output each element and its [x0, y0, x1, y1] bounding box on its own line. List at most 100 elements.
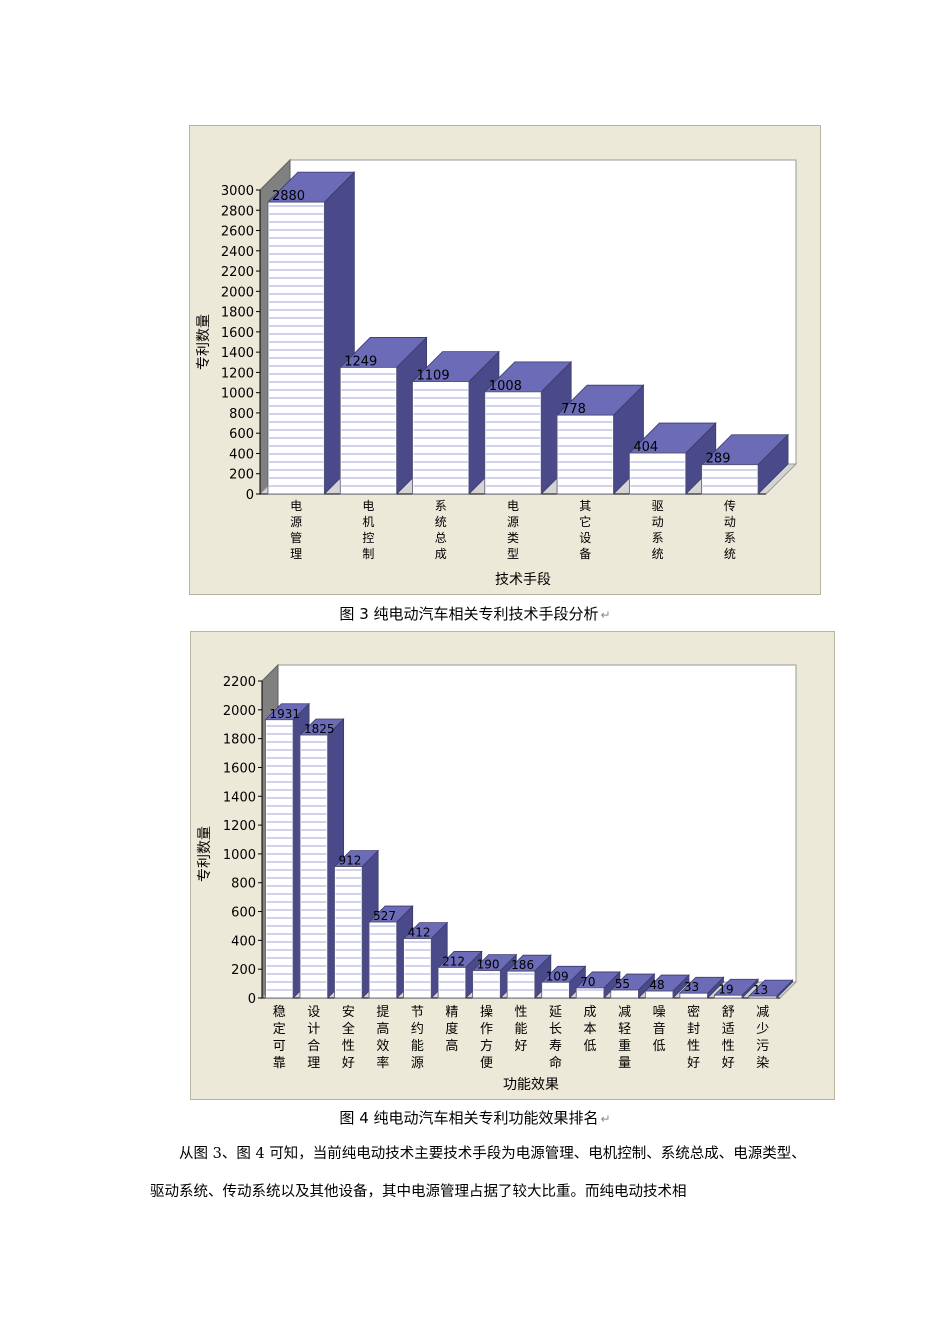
y-tick-label: 0: [246, 488, 254, 503]
return-mark: ↵: [600, 1112, 611, 1126]
y-tick-label: 0: [248, 992, 256, 1007]
x-tick-label: 动: [652, 515, 664, 529]
x-tick-label: 约: [411, 1022, 424, 1037]
bar: [644, 990, 674, 999]
bar: [556, 414, 614, 495]
y-tick-label: 1000: [221, 387, 254, 402]
bar: [506, 970, 536, 999]
y-tick-label: 200: [229, 468, 254, 483]
y-axis-title: 专利数量: [197, 826, 213, 882]
x-tick-label: 性: [514, 1005, 527, 1020]
x-tick-label: 密: [687, 1004, 700, 1020]
bar: [748, 995, 777, 999]
y-tick-label: 400: [231, 934, 256, 949]
bar: [437, 967, 467, 999]
x-tick-label: 低: [653, 1039, 666, 1054]
figure-4-chart-frame: 0 200 400 600 800 1000 1200 1400 1600 1800 2000 220…: [190, 631, 835, 1100]
x-tick-label: 精: [445, 1005, 458, 1020]
x-tick-label: 成: [584, 1005, 597, 1020]
x-tick-label: 总: [435, 531, 447, 545]
y-tick-label: 1400: [221, 346, 254, 361]
data-label: 186: [511, 958, 534, 972]
x-tick-label: 封: [687, 1022, 700, 1037]
data-label: 1825: [304, 722, 335, 736]
x-tick-label: 靠: [273, 1056, 286, 1071]
x-tick-label: 音: [653, 1021, 666, 1037]
x-tick-label: 噪: [653, 1005, 666, 1020]
bar: [472, 970, 501, 999]
bar: [628, 452, 687, 495]
x-tick-label: 统: [435, 515, 447, 529]
x-tick-label: 效: [376, 1039, 389, 1054]
y-tick-label: 600: [229, 427, 254, 442]
x-tick-label: 系: [652, 531, 664, 545]
x-tick-label: 性: [342, 1039, 355, 1054]
bar: [713, 994, 743, 999]
x-tick-label: 率: [376, 1055, 389, 1071]
x-tick-label: 其: [579, 499, 591, 513]
bar: [267, 201, 325, 495]
y-tick-label: 2000: [223, 704, 256, 719]
x-axis-title: 功能效果: [503, 1077, 559, 1093]
x-tick-label: 定: [273, 1022, 286, 1037]
data-label: 190: [477, 958, 500, 972]
data-label: 527: [373, 909, 396, 923]
y-tick-label: 2400: [221, 245, 254, 260]
x-tick-label: 电: [507, 499, 519, 513]
x-tick-label: 命: [549, 1055, 562, 1071]
x-tick-label: 重: [618, 1038, 631, 1054]
x-tick-label: 电: [362, 499, 374, 513]
x-tick-label: 备: [579, 547, 591, 561]
x-tick-label: 类: [507, 531, 519, 545]
return-mark: ↵: [600, 608, 611, 622]
x-tick-label: 可: [273, 1039, 286, 1054]
x-tick-label: 节: [411, 1005, 424, 1020]
bar: [339, 367, 398, 495]
data-label: 1008: [489, 379, 522, 394]
x-tick-label: 少: [756, 1022, 769, 1037]
y-tick-label: 2600: [221, 225, 254, 240]
x-tick-label: 本: [584, 1022, 597, 1037]
x-tick-label: 合: [307, 1039, 320, 1054]
x-tick-label: 理: [290, 547, 302, 561]
bar: [575, 987, 605, 999]
data-label: 778: [561, 402, 586, 417]
x-tick-label: 系: [724, 531, 736, 545]
y-tick-label: 200: [231, 963, 256, 978]
x-tick-label: 减: [618, 1005, 631, 1020]
x-axis-title: 技术手段: [495, 572, 551, 588]
y-tick-label: 1400: [223, 790, 256, 805]
data-label: 1931: [269, 707, 300, 721]
y-tick-label: 400: [229, 447, 254, 462]
x-tick-label: 设: [307, 1005, 320, 1020]
data-label: 912: [339, 854, 362, 868]
y-tick-label: 1000: [223, 848, 256, 863]
x-tick-label: 设: [579, 531, 591, 545]
x-tick-label: 好: [514, 1039, 527, 1054]
x-tick-label: 理: [307, 1056, 320, 1071]
x-tick-label: 全: [342, 1021, 355, 1037]
x-tick-label: 控: [362, 531, 374, 545]
figure-3-chart-frame: 0 200 400 600 800 1000 1200 1400 1600 1800 2000 220…: [189, 125, 821, 595]
figure-3-caption-text: 图 3 纯电动汽车相关专利技术手段分析: [339, 605, 599, 623]
figure-4-caption: 图 4 纯电动汽车相关专利功能效果排名 ↵: [0, 1107, 950, 1128]
y-tick-label: 600: [231, 906, 256, 921]
y-tick-label: 2000: [221, 285, 254, 300]
y-tick-label: 2800: [221, 204, 254, 219]
y-tick-label: 2200: [221, 265, 254, 280]
x-tick-label: 提: [376, 1004, 389, 1020]
x-tick-label: 好: [687, 1056, 700, 1071]
x-tick-label: 好: [342, 1056, 355, 1071]
x-tick-label: 高: [445, 1038, 458, 1054]
x-tick-label: 源: [411, 1056, 424, 1071]
x-tick-label: 成: [435, 547, 447, 561]
x-tick-label: 管: [290, 530, 302, 545]
y-tick-label: 1800: [223, 733, 256, 748]
x-tick-label: 型: [507, 547, 519, 561]
x-tick-label: 轻: [618, 1022, 631, 1037]
x-tick-label: 减: [756, 1005, 769, 1020]
x-tick-label: 舒: [722, 1005, 735, 1020]
x-tick-label: 便: [480, 1056, 493, 1071]
data-label: 55: [615, 977, 630, 991]
x-tick-label: 制: [362, 547, 374, 561]
